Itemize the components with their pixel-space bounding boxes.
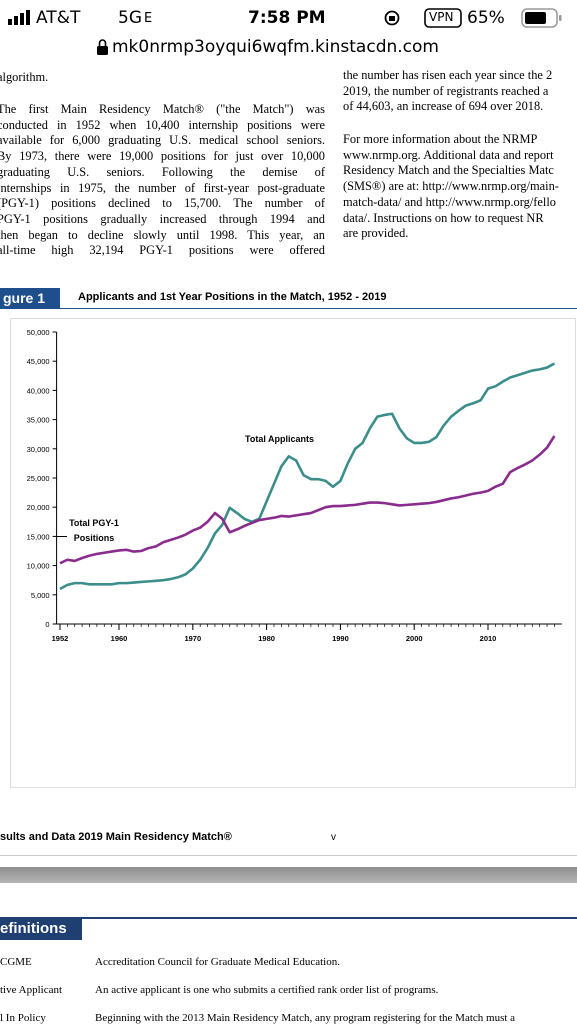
series-line [59,362,556,591]
rule [0,308,577,309]
text-line: PGY-1 positions gradually increased thro… [0,211,325,226]
signal-bar [20,13,24,25]
definition: An active applicant is one who submits a… [95,984,439,996]
signal-bar [14,16,18,25]
y-tick-label: 20,000 [27,503,50,512]
x-tick-label: 1980 [258,634,275,643]
annotation-leader [57,536,67,537]
running-footer: sults and Data 2019 Main Residency Match… [0,831,232,843]
x-tick-label: 2010 [480,634,497,643]
y-tick-label: 30,000 [27,445,50,454]
signal-bar [8,19,12,25]
term: l In Policy [0,1012,46,1024]
text-line: of 44,603, an increase of 694 over 2018. [343,99,544,114]
text-line: available for 6,000 graduating U.S. medi… [0,133,325,148]
battery-percent: 65% [467,8,505,28]
lock-icon [98,39,107,46]
figure-label: gure 1 [0,288,60,308]
text-line: then began to decline slowly until 1998.… [0,227,325,242]
text-line: algorithm. [0,70,49,84]
text-line: For more information about the NRMP [343,132,538,146]
x-tick-label: 1970 [184,634,201,643]
text-line: data/. Instructions on how to request NR [343,210,544,225]
battery-level [525,12,546,24]
url[interactable]: mk0nrmp3oyqui6wqfm.kinstacdn.com [112,37,439,57]
definition: Beginning with the 2013 Main Residency M… [95,1012,516,1024]
figure-title: Applicants and 1st Year Positions in the… [78,291,387,303]
x-tick-label: 2000 [406,634,423,643]
text-line: Residency Match and the Specialties Matc [343,163,554,178]
series-annotation: Total PGY-1 Positions [69,518,119,543]
text-line: graduating U.S. seniors. Following the d… [0,164,325,179]
page-marker: v [331,832,336,843]
y-tick-label: 50,000 [27,328,50,337]
vpn-badge [424,8,462,28]
x-tick-label: 1952 [52,634,69,643]
rotation-lock-icon [389,16,395,21]
text-line: 2019, the number of registrants reached … [343,83,549,98]
term: CGME [0,956,32,968]
text-line: The first Main Residency Match® ("the Ma… [0,102,325,116]
lock-icon [97,46,108,55]
y-tick-label: 0 [45,620,49,629]
text-line: match-data/ and http://www.nrmp.org/fell… [343,194,556,209]
series-line [59,435,556,565]
figure-frame [10,318,576,788]
y-tick-label: 15,000 [27,532,50,541]
battery-tip [559,15,562,21]
text-line: www.nrmp.org. Additional data and report [343,147,554,162]
rule [0,855,577,856]
clock: 7:58 PM [248,8,326,28]
vpn-label: VPN [429,10,454,24]
text-line: (PGY-1) positions declined to 15,700. Th… [0,196,325,211]
series-annotation: Total Applicants [245,434,315,444]
text-line: the number has risen each year since the… [343,68,553,82]
text-line: internships in 1975, the number of first… [0,180,325,195]
chart: 0 5,000 10,000 15,000 20,000 25,000 30,000 35,0… [27,328,562,643]
text-line: are provided. [343,226,409,241]
x-tick-label: 1990 [332,634,349,643]
y-tick-label: 40,000 [27,386,50,395]
text-line: all-time high 32,194 PGY-1 positions wer… [0,243,325,258]
y-tick-label: 5,000 [31,591,50,600]
text-line: (SMS®) are at: http://www.nrmp.org/main- [343,179,559,194]
y-tick-label: 10,000 [27,562,50,571]
signal-bar [26,10,30,25]
network-suffix: E [144,11,153,26]
text-line: By 1973, there were 19,000 positions for… [0,149,325,164]
text-line: conducted in 1952 when 10,400 internship… [0,117,325,132]
x-tick-label: 1960 [111,634,128,643]
term: tive Applicant [0,984,63,996]
y-tick-label: 25,000 [27,474,50,483]
rule [82,917,577,919]
page-gap [0,867,577,883]
y-tick-label: 35,000 [27,416,50,425]
y-tick-label: 45,000 [27,357,50,366]
definition: Accreditation Council for Graduate Medic… [95,956,340,968]
battery-icon [521,8,558,28]
network: 5G [118,8,142,28]
carrier: AT&T [36,8,81,28]
rotation-lock-icon [384,10,400,26]
section-heading: efinitions [0,917,82,940]
browser-chrome [8,8,562,55]
